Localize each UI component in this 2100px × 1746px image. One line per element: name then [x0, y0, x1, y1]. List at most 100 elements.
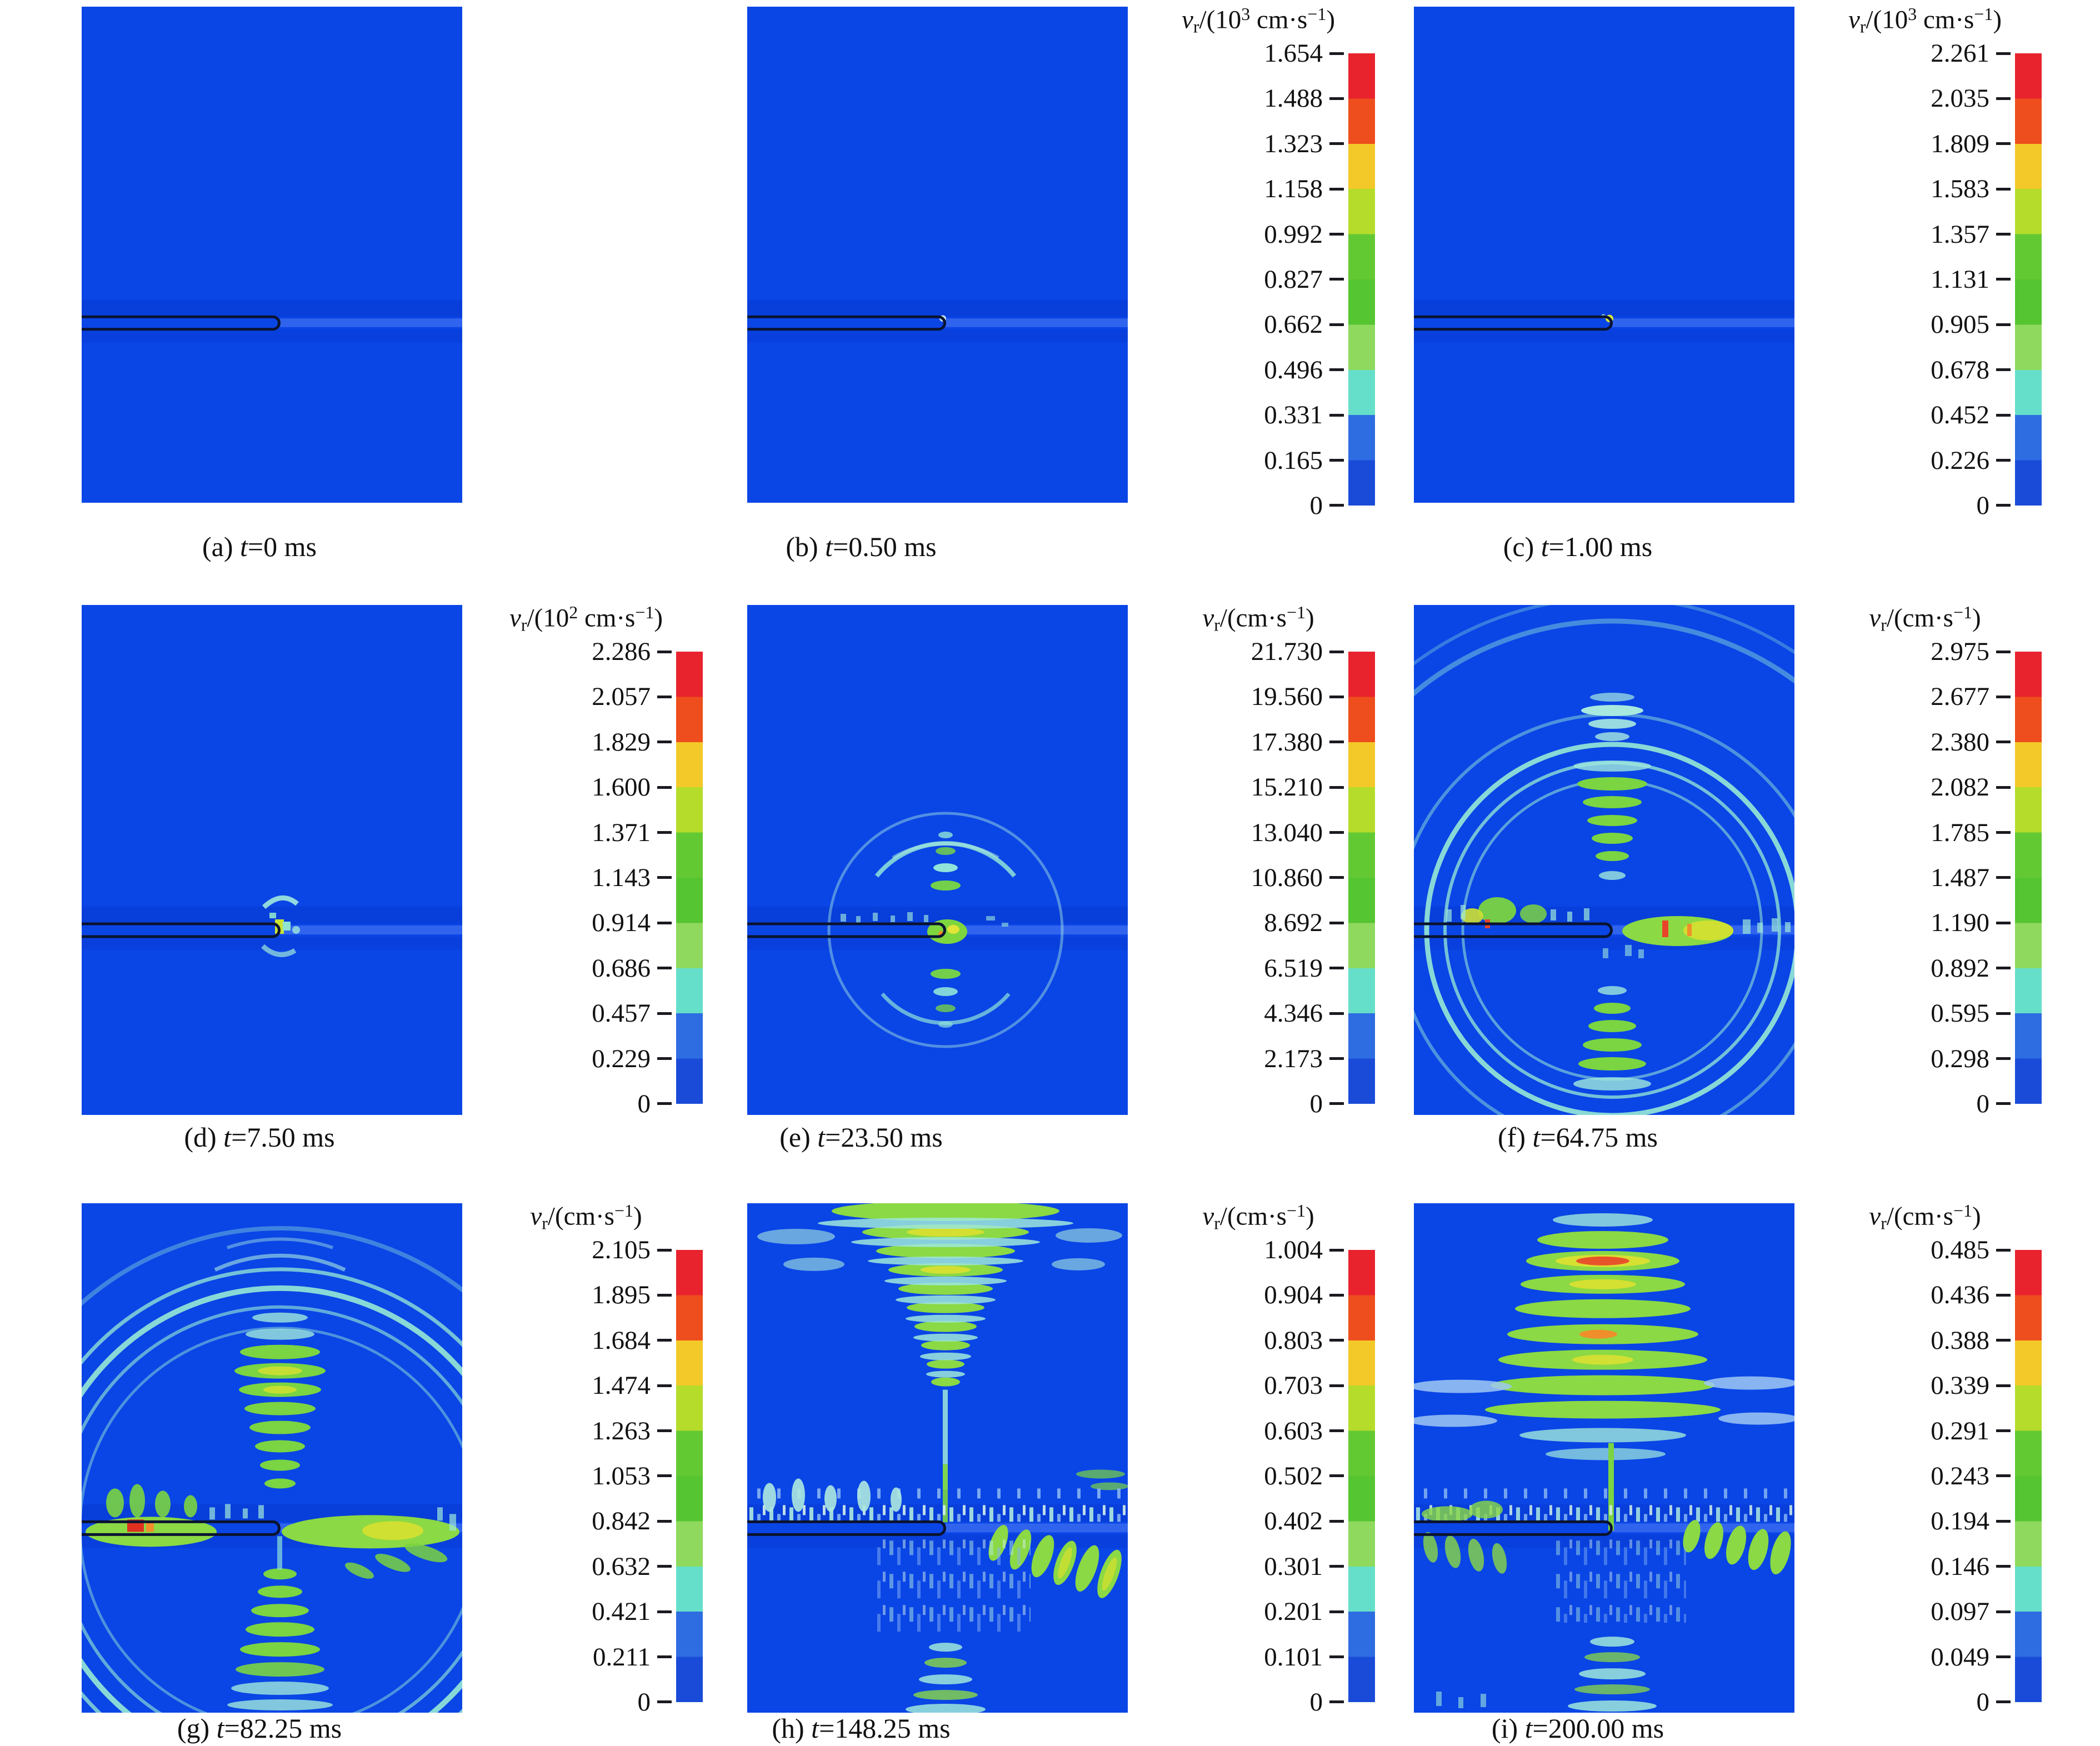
colorbar-tick: 15.210	[1142, 773, 1344, 802]
tick-mark	[1996, 1565, 2011, 1568]
colorbar-tick: 21.730	[1142, 637, 1344, 666]
colorbar-f: vr/(cm·s−1) 2.975 2.677 2.380 2.082 1.785 1.4…	[1808, 603, 2042, 1118]
tick-mark	[657, 1384, 672, 1387]
colorbar-tick: 1.143	[469, 863, 672, 892]
velocity-field-c	[1414, 7, 1794, 503]
panel-g-caption: (g) t=82.25 ms	[177, 1713, 342, 1744]
tick-mark	[1329, 97, 1344, 100]
colorbar-tick: 0.421	[469, 1597, 672, 1626]
tick-mark	[1329, 323, 1344, 326]
colorbar-tick: 13.040	[1142, 818, 1344, 847]
tick-mark	[1996, 921, 2011, 924]
tick-mark	[1329, 459, 1344, 462]
colorbar-tick: 1.488	[1142, 84, 1344, 113]
tick-mark	[1996, 1429, 2011, 1433]
tick-mark	[1329, 1610, 1344, 1613]
tick-mark	[1996, 1057, 2011, 1060]
colorbar-tick: 0	[1808, 491, 2011, 520]
tick-mark	[657, 1102, 672, 1105]
panel-e-plot	[747, 605, 1128, 1115]
tick-mark	[1996, 1102, 2011, 1105]
wavefield-art	[82, 1226, 462, 1713]
colorbar-tick: 0.703	[1142, 1371, 1344, 1400]
tick-mark	[657, 967, 672, 970]
colorbar-tick: 0.201	[1142, 1597, 1344, 1626]
panel-d-plot	[82, 605, 462, 1115]
colorbar-tick: 19.560	[1142, 682, 1344, 711]
colorbar-tick: 0.502	[1142, 1462, 1344, 1490]
tick-mark	[1996, 1610, 2011, 1613]
colorbar-tick: 0	[1142, 1089, 1344, 1118]
tick-mark	[1329, 142, 1344, 146]
tick-mark	[1329, 1519, 1344, 1523]
panel-f-plot	[1414, 605, 1794, 1115]
colorbar-tick: 1.004	[1142, 1235, 1344, 1264]
colorbar-title: vr/(cm·s−1)	[1869, 603, 1981, 635]
colorbar-tick: 0.339	[1808, 1371, 2011, 1400]
colorbar-tick: 2.035	[1808, 84, 2011, 113]
tick-mark	[1329, 1339, 1344, 1342]
colorbar-tick: 0.165	[1142, 446, 1344, 475]
tick-mark	[657, 1565, 672, 1568]
colorbar-tick: 0.662	[1142, 310, 1344, 339]
tick-mark	[1329, 1384, 1344, 1387]
tick-mark	[657, 1700, 672, 1704]
colorbar-strip	[1348, 53, 1375, 506]
colorbar-tick-labels: 2.286 2.057 1.829 1.600 1.371 1.143 0.914 0.686…	[469, 637, 672, 1118]
colorbar-tick: 0	[1142, 1688, 1344, 1717]
colorbar-tick: 2.105	[469, 1235, 672, 1264]
tick-mark	[1996, 1248, 2011, 1252]
colorbar-strip	[1348, 652, 1375, 1104]
tick-mark	[1996, 459, 2011, 462]
panel-h-plot	[747, 1203, 1128, 1713]
tick-mark	[1329, 278, 1344, 281]
tick-mark	[657, 1339, 672, 1342]
wavefield-art	[1414, 1213, 1794, 1712]
borehole-outline	[1414, 315, 1613, 331]
tick-mark	[1329, 504, 1344, 507]
borehole-outline	[82, 922, 281, 938]
colorbar-tick: 1.474	[469, 1371, 672, 1400]
tick-mark	[657, 1248, 672, 1252]
colorbar-tick: 0.992	[1142, 220, 1344, 249]
colorbar-tick: 0	[1142, 491, 1344, 520]
velocity-field-i	[1414, 1203, 1794, 1713]
panel-d-caption: (d) t=7.50 ms	[184, 1122, 335, 1153]
tick-mark	[1329, 876, 1344, 879]
colorbar-tick-labels: 1.654 1.488 1.323 1.158 0.992 0.827 0.662 0.496…	[1142, 39, 1344, 520]
panel-b-caption: (b) t=0.50 ms	[786, 531, 937, 562]
colorbar-tick: 1.785	[1808, 818, 2011, 847]
tick-mark	[1996, 695, 2011, 698]
panel-g-plot	[82, 1203, 462, 1713]
tick-mark	[657, 831, 672, 834]
tick-mark	[1329, 831, 1344, 834]
colorbar-tick: 0.632	[469, 1552, 672, 1581]
colorbar-tick: 1.357	[1808, 220, 2011, 249]
colorbar-tick: 0.678	[1808, 356, 2011, 384]
tick-mark	[1996, 1384, 2011, 1387]
colorbar-tick: 1.371	[469, 818, 672, 847]
tick-mark	[1329, 1565, 1344, 1568]
tick-mark	[1329, 921, 1344, 924]
colorbar-h: vr/(cm·s−1) 1.004 0.904 0.803 0.703 0.603 0.5…	[1142, 1201, 1375, 1717]
colorbar-tick: 2.975	[1808, 637, 2011, 666]
tick-mark	[1996, 831, 2011, 834]
colorbar-strip	[676, 1250, 703, 1702]
colorbar-e: vr/(cm·s−1) 21.730 19.560 17.380 15.210 13.0…	[1142, 603, 1375, 1118]
panel-h-caption: (h) t=148.25 ms	[772, 1713, 951, 1744]
colorbar-title: vr/(cm·s−1)	[1202, 603, 1314, 635]
tick-mark	[1996, 967, 2011, 970]
colorbar-title: vr/(cm·s−1)	[530, 1201, 642, 1233]
tick-mark	[1996, 233, 2011, 236]
colorbar-tick: 0.226	[1808, 446, 2011, 475]
tick-mark	[1329, 967, 1344, 970]
colorbar-tick-labels: 0.485 0.436 0.388 0.339 0.291 0.243 0.194 0.146…	[1808, 1235, 2011, 1717]
colorbar-tick: 0.457	[469, 999, 672, 1028]
colorbar-tick: 1.895	[469, 1280, 672, 1309]
colorbar-tick: 0.892	[1808, 954, 2011, 983]
tick-mark	[1329, 368, 1344, 372]
tick-mark	[657, 1293, 672, 1297]
tick-mark	[1996, 650, 2011, 653]
colorbar-tick: 0.211	[469, 1643, 672, 1672]
